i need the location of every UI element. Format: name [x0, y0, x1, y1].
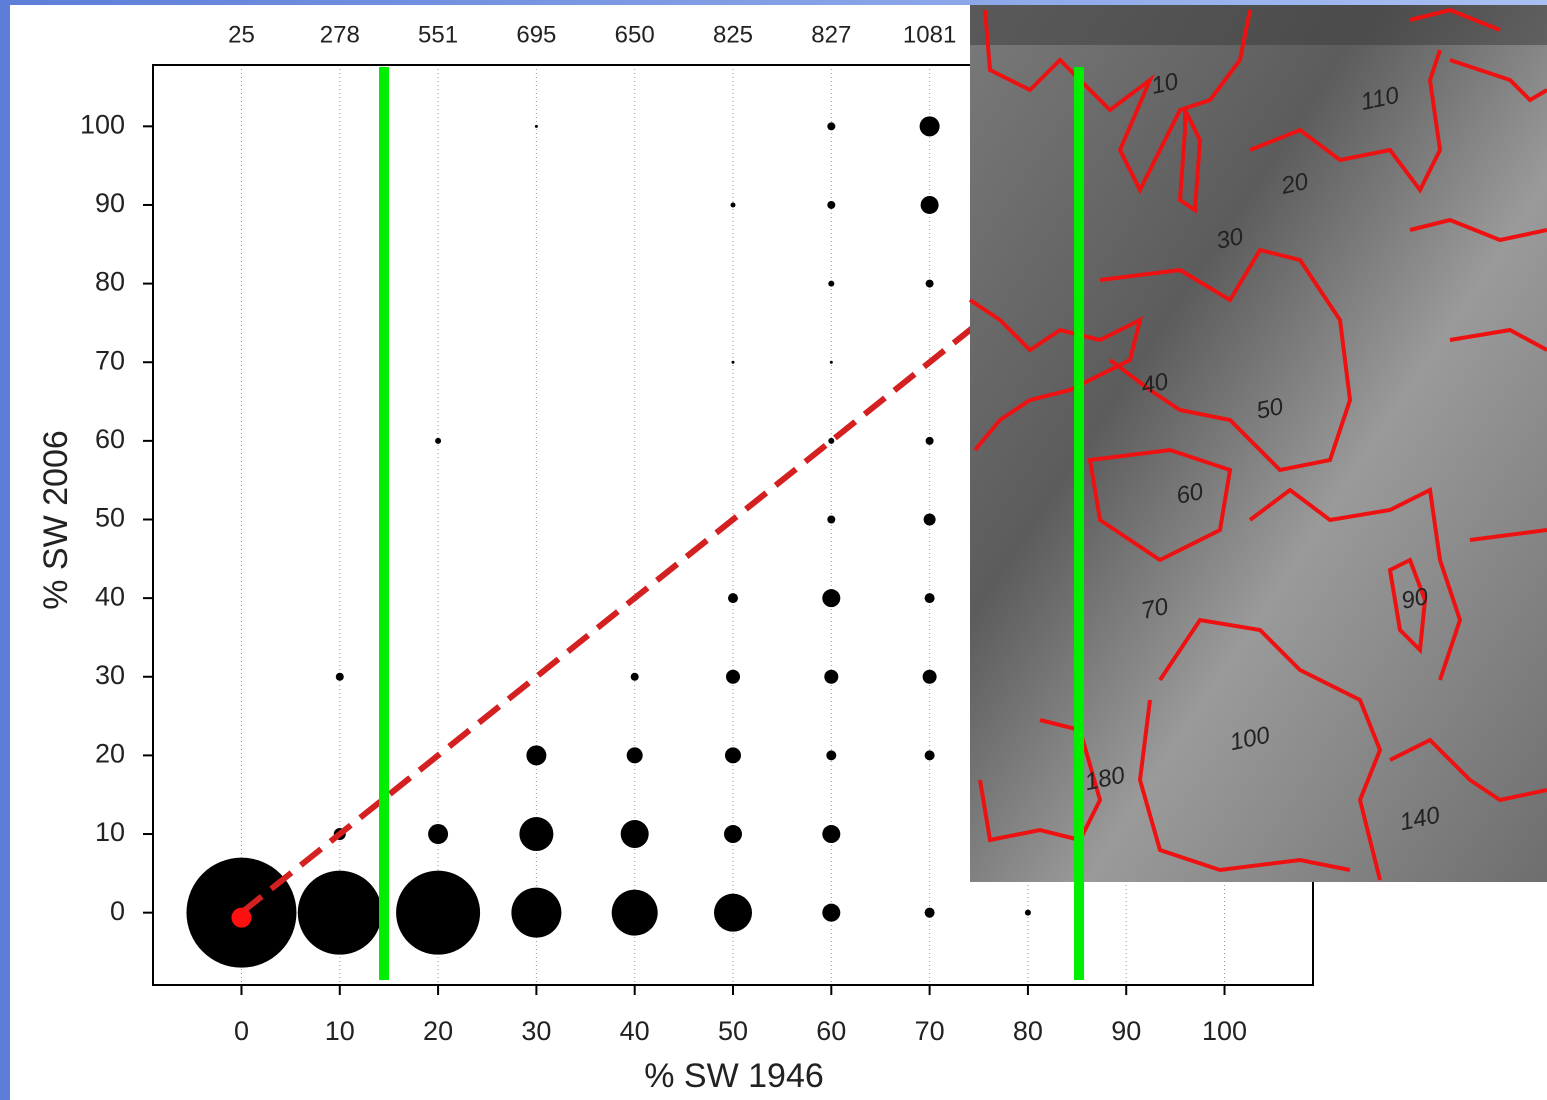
bubble	[626, 747, 643, 764]
column-count: 825	[713, 21, 753, 48]
bubble	[534, 124, 538, 128]
plot: 0 10 20 30 40 50 60 70 80 90 100 0 10 20 30 40 50 60 70 80 9…	[37, 21, 1315, 1095]
bubble	[922, 669, 937, 684]
x-tick-label: 70	[915, 1016, 945, 1046]
bubble	[620, 820, 649, 849]
bubble	[829, 360, 833, 364]
bubble	[925, 436, 934, 445]
bubble	[714, 893, 752, 932]
bubble	[435, 437, 442, 444]
bubble	[924, 750, 935, 761]
photo-label: 70	[1139, 593, 1171, 625]
y-tick-label: 100	[80, 109, 125, 139]
bubble	[396, 870, 481, 955]
y-tick-label: 60	[95, 424, 125, 454]
y-axis-title: % SW 2006	[37, 430, 75, 610]
photo-bg	[970, 5, 1547, 882]
photo-label: 50	[1254, 393, 1286, 425]
bubble	[824, 669, 839, 684]
bubble	[822, 589, 841, 608]
photo-label: 60	[1174, 478, 1206, 510]
bubble	[297, 870, 382, 955]
x-tick-label: 0	[234, 1016, 249, 1046]
y-tick-label: 90	[95, 188, 125, 218]
y-tick-label: 0	[110, 896, 125, 926]
column-count: 827	[811, 21, 851, 48]
photo-label: 30	[1214, 223, 1246, 255]
bubble	[428, 824, 449, 845]
bubble	[725, 747, 741, 764]
bubble	[519, 817, 554, 852]
x-axis-title: % SW 1946	[644, 1057, 824, 1095]
y-tick-label: 10	[95, 817, 125, 847]
x-tick-label: 50	[718, 1016, 748, 1046]
x-tick-label: 80	[1013, 1016, 1043, 1046]
photo-label: 10	[1149, 68, 1181, 100]
bubble	[827, 122, 836, 131]
bubble	[924, 593, 935, 604]
bubble	[919, 116, 940, 137]
bubble	[730, 202, 736, 208]
bubble	[526, 745, 547, 766]
bubble	[924, 907, 935, 918]
column-count: 695	[516, 21, 556, 48]
column-count: 650	[615, 21, 655, 48]
photo-label: 40	[1139, 368, 1171, 400]
bubble	[925, 279, 934, 288]
photo-label: 20	[1278, 168, 1311, 200]
overlay-lines	[379, 67, 1085, 980]
bubble	[822, 825, 841, 844]
y-tick-label: 30	[95, 660, 125, 690]
bubble	[728, 593, 738, 604]
column-count: 278	[320, 21, 360, 48]
bubble	[827, 515, 836, 524]
bubble	[511, 887, 562, 938]
x-tick-label: 60	[816, 1016, 846, 1046]
x-tick-label: 40	[620, 1016, 650, 1046]
bubble	[920, 195, 939, 214]
bubble	[826, 750, 837, 761]
y-tick-label: 80	[95, 267, 125, 297]
bubble	[923, 513, 936, 526]
bubble	[630, 672, 639, 681]
bubble	[828, 437, 835, 444]
y-tick-label: 50	[95, 503, 125, 533]
photo-label: 90	[1399, 583, 1431, 615]
y-tick-label: 40	[95, 581, 125, 611]
column-count: 551	[418, 21, 458, 48]
bubble	[827, 200, 836, 209]
photo-band	[970, 5, 1547, 45]
bubble	[724, 825, 742, 844]
origin-marker	[231, 907, 252, 928]
column-count: 25	[228, 21, 255, 48]
x-tick-label: 90	[1111, 1016, 1141, 1046]
y-tick-label: 20	[95, 739, 125, 769]
x-tick-label: 20	[423, 1016, 453, 1046]
bubble	[726, 669, 740, 684]
column-count: 1081	[903, 21, 956, 48]
bubble	[1024, 909, 1031, 916]
x-tick-label: 10	[325, 1016, 355, 1046]
bubble	[611, 889, 658, 936]
y-tick-label: 70	[95, 345, 125, 375]
bubble	[828, 280, 835, 287]
x-tick-label: 30	[521, 1016, 551, 1046]
bubble	[731, 360, 735, 364]
bubble	[822, 903, 841, 922]
x-tick-label: 100	[1202, 1016, 1247, 1046]
bubble	[335, 672, 344, 681]
